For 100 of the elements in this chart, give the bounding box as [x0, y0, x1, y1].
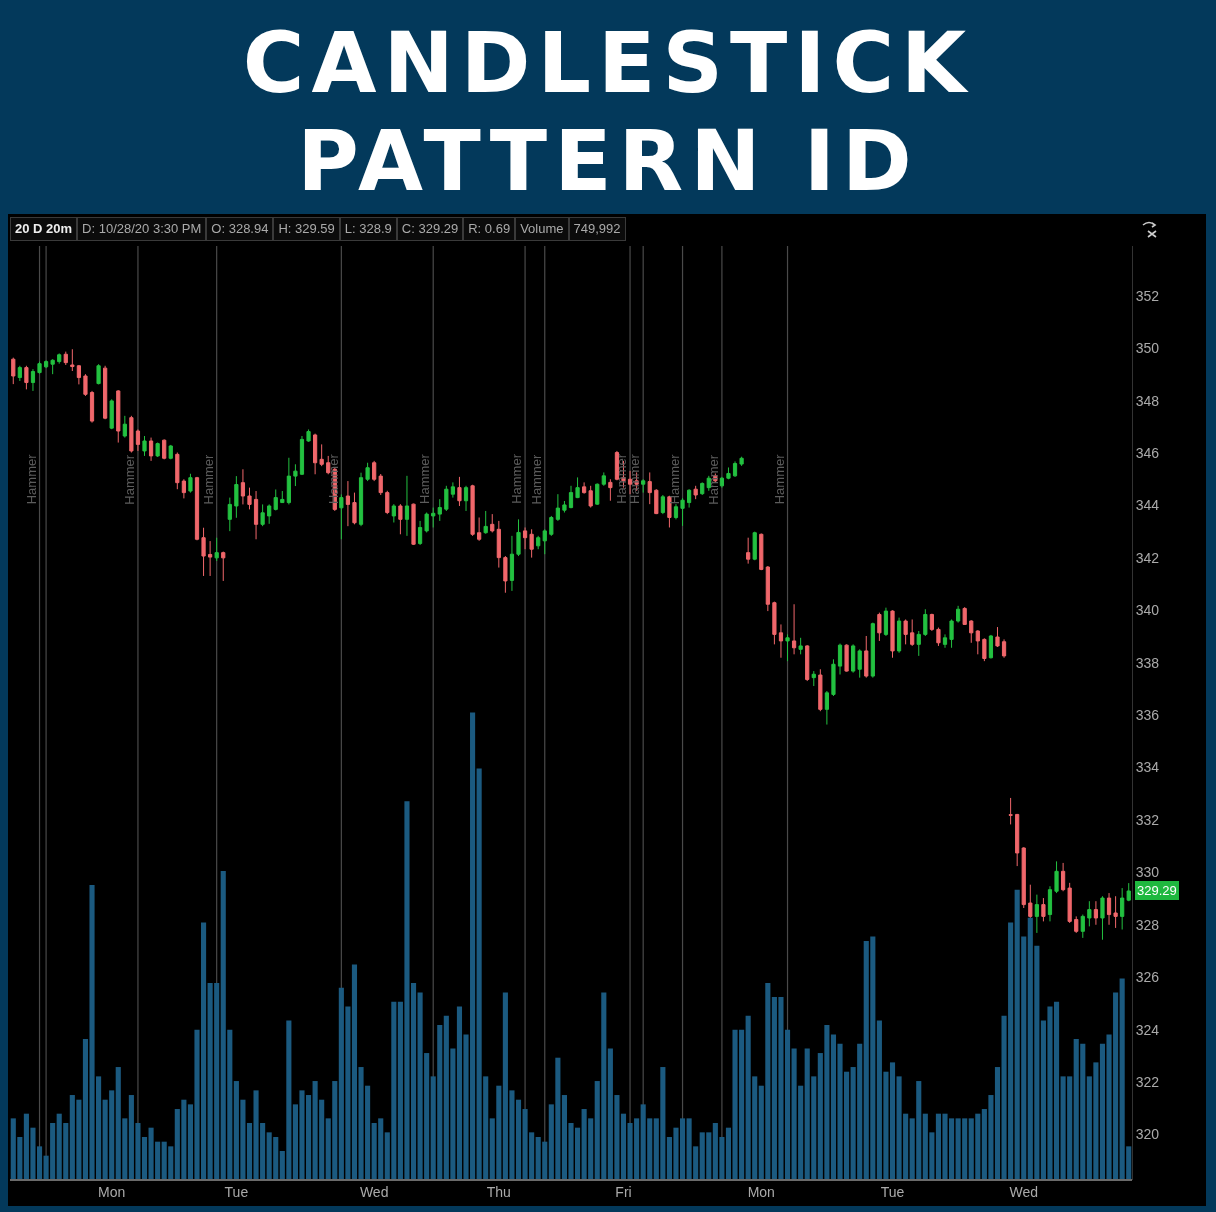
candlestick [319, 443, 324, 467]
candlestick [103, 365, 108, 420]
candlestick [1041, 897, 1046, 922]
annotation: Hammer [509, 453, 525, 504]
candlestick [562, 500, 567, 514]
annotation: Hammer [417, 453, 433, 504]
candlestick [253, 490, 259, 540]
candlestick [208, 540, 213, 577]
candlestick [339, 493, 344, 540]
text: C: 329.29 [396, 217, 464, 241]
candlestick [522, 526, 528, 550]
candlestick [936, 627, 941, 647]
y-tick-label: 348 [1135, 392, 1160, 409]
candlestick [923, 608, 928, 637]
candlestick [759, 533, 764, 571]
candlestick [385, 490, 390, 515]
candlestick [916, 630, 921, 657]
candlestick [483, 510, 488, 535]
candlestick [444, 485, 449, 512]
annotation: Hammer [528, 454, 544, 505]
annotation: Hammer [771, 453, 787, 505]
candlestick [148, 437, 154, 462]
y-tick-label: 342 [1135, 549, 1160, 566]
candlestick [857, 648, 862, 679]
candlestick [142, 435, 147, 457]
candlestick [752, 531, 757, 561]
candlestick [956, 605, 961, 624]
annotation: Hammer [122, 454, 138, 505]
candlestick [194, 476, 200, 541]
x-tick-label: Tue [224, 1183, 249, 1200]
candlestick [929, 613, 934, 632]
candlestick [63, 351, 68, 366]
candlestick [345, 480, 351, 527]
candlestick [542, 528, 547, 555]
y-tick-label: 336 [1135, 707, 1160, 724]
candlestick [568, 485, 574, 509]
x-tick-label: Fri [615, 1183, 632, 1200]
candlestick [352, 492, 357, 525]
candlestick [870, 622, 875, 679]
candlestick [903, 618, 908, 645]
candlestick [122, 415, 127, 439]
y-tick-label: 344 [1135, 497, 1160, 514]
candlestick [982, 637, 987, 662]
candlestick [378, 473, 383, 496]
candlestick [326, 455, 331, 475]
candlestick [96, 363, 101, 385]
candlestick [299, 435, 305, 476]
candlestick [76, 364, 81, 385]
candlestick [641, 478, 646, 494]
candlestick [647, 471, 652, 505]
candlestick [746, 537, 751, 565]
candlestick [726, 466, 731, 479]
candlestick [57, 352, 62, 365]
candlestick [608, 478, 613, 502]
candlestick [1008, 797, 1013, 825]
candlestick [673, 503, 679, 520]
candlestick [168, 444, 173, 460]
candlestick [411, 503, 416, 546]
candlestick [1034, 894, 1039, 934]
x-tick-label: Mon [98, 1183, 126, 1200]
candlestick [1113, 895, 1118, 929]
candlestick [234, 475, 239, 519]
candlestick [24, 365, 29, 390]
y-tick-label: 326 [1135, 969, 1160, 986]
y-tick-label: 346 [1135, 444, 1160, 461]
candlestick [188, 473, 193, 494]
candlestick [772, 601, 777, 645]
candlestick [1061, 862, 1066, 892]
y-tick-label: 334 [1135, 759, 1160, 776]
candlestick [896, 617, 902, 654]
candlestick [496, 520, 501, 569]
annotation: Hammer [23, 453, 39, 505]
candlestick [601, 471, 606, 487]
candlestick [811, 670, 816, 687]
candlestick [175, 452, 180, 490]
candlestick [50, 358, 55, 375]
candlestick [267, 503, 272, 525]
annotation: Hammer [627, 453, 643, 504]
candlestick [70, 348, 75, 372]
candlestick [116, 389, 121, 444]
candlestick [995, 626, 1000, 648]
candlestick [555, 493, 560, 522]
candlestick [732, 460, 738, 478]
candlestick [837, 643, 843, 675]
candlestick [89, 390, 95, 424]
text: 20 D 20m [10, 217, 78, 241]
y-tick-label: 330 [1135, 864, 1160, 881]
candlestick [1074, 915, 1079, 934]
candlestick [1126, 882, 1131, 902]
candlestick [575, 476, 580, 499]
candlestick [1100, 895, 1105, 941]
candlestick [1015, 813, 1020, 867]
x-tick-label: Tue [880, 1183, 905, 1200]
candlestick [43, 359, 49, 369]
candlestick [851, 643, 856, 674]
candlestick [910, 618, 915, 647]
y-tick-label: 332 [1135, 811, 1160, 828]
candlestick [667, 495, 672, 528]
candlestick [135, 428, 141, 452]
text: O: 328.94 [206, 217, 274, 241]
